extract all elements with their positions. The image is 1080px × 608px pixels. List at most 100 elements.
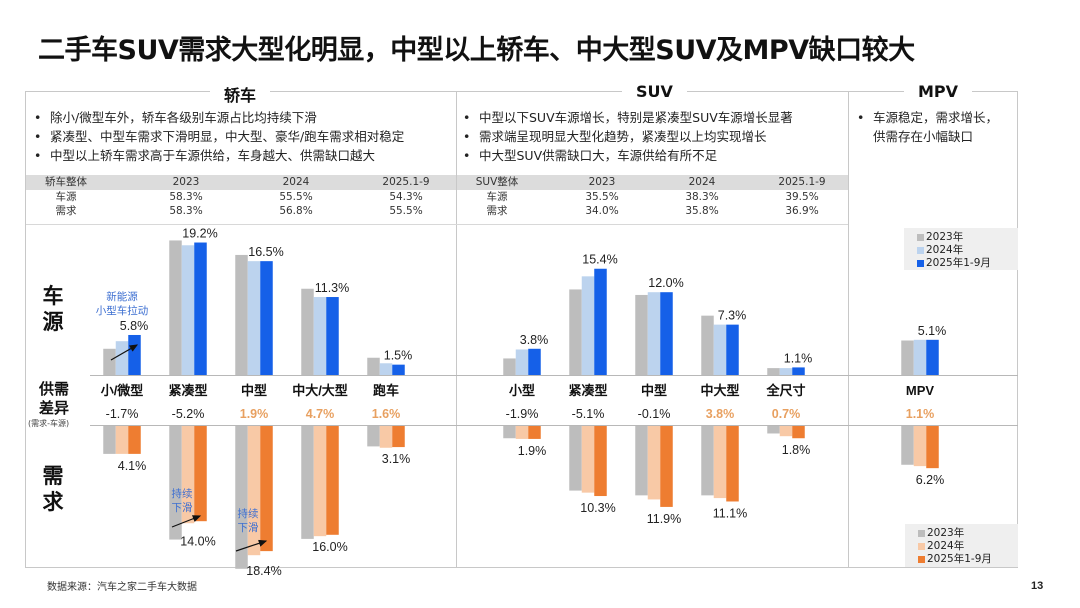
category-label: 中大/大型: [292, 383, 348, 398]
category-label: 小/微型: [101, 383, 144, 398]
demand-bar-2025: [128, 426, 141, 454]
legend-item: 2025年1-9月: [917, 257, 1014, 270]
suv-summary-table: SUV整体 2023 2024 2025.1-9 车源 35.5% 38.3% …: [457, 175, 848, 218]
legend-item: 2024年: [918, 540, 1014, 553]
table-bottom-rule: [26, 224, 848, 225]
supply-data-label: 1.5%: [384, 349, 413, 363]
supply-bar-2024: [647, 292, 661, 375]
bullet-item: • 紧凑型、中型车需求下滑明显，中大型、豪华/跑车需求相对稳定: [34, 129, 405, 144]
demand-bar-2025: [926, 426, 939, 469]
category-label: 中型: [641, 383, 667, 398]
demand-bar-2025: [260, 426, 273, 552]
category-label: 小型: [509, 383, 535, 398]
bullet-item: • 中型以下SUV车源增长，特别是紧凑型SUV车源增长显著: [463, 110, 793, 125]
category-label: MPV: [906, 383, 935, 398]
table-row: 需求 34.0% 35.8% 36.9%: [457, 204, 848, 218]
legend-label: 2023年: [926, 231, 964, 243]
table-header-cell: 2024: [282, 176, 310, 188]
supply-bar-2023: [235, 254, 248, 375]
table-row: 车源 35.5% 38.3% 39.5%: [457, 190, 848, 204]
supply-bar-2023: [901, 340, 914, 375]
table-cell: 58.3%: [169, 205, 203, 217]
gap-value-label: -0.1%: [638, 407, 671, 421]
legend-label: 2024年: [927, 540, 965, 552]
gap-value-label: 1.6%: [372, 407, 401, 421]
annotation-text: 新能源: [106, 290, 138, 303]
legend-swatch-2024: [917, 247, 924, 254]
section-title-sedan: 轿车: [210, 82, 271, 106]
supply-data-label: 3.8%: [520, 333, 549, 347]
supply-bar-2024: [581, 276, 595, 375]
table-header-cell: 2025.1-9: [382, 176, 430, 188]
table-cell: 35.8%: [685, 205, 719, 217]
demand-bar-2025: [660, 426, 673, 507]
demand-bar-2023: [367, 426, 380, 447]
bullet-text: 中型以下SUV车源增长，特别是紧凑型SUV车源增长显著: [479, 110, 793, 125]
table-cell: 58.3%: [169, 191, 203, 203]
gap-value-label: 3.8%: [706, 407, 735, 421]
table-header-cell: 2023: [588, 176, 616, 188]
table-header-cell: 2023: [172, 176, 200, 188]
demand-bar-2024: [313, 426, 327, 537]
demand-bar-2025: [594, 426, 607, 497]
table-row: 车源 58.3% 55.5% 54.3%: [26, 190, 456, 204]
gap-label-line: 供需: [38, 380, 69, 398]
demand-bar-2023: [235, 426, 248, 569]
mpv-bullets: • 车源稳定，需求增长， 供需存在小幅缺口: [857, 108, 998, 146]
table-header-row: SUV整体 2023 2024 2025.1-9: [457, 175, 848, 190]
demand-bar-2024: [379, 426, 393, 448]
demand-bar-2025: [194, 426, 207, 522]
category-label: 紧凑型: [568, 383, 607, 398]
demand-bar-2025: [326, 426, 339, 535]
demand-data-label: 11.9%: [647, 512, 682, 526]
sedan-bullets: • 除小/微型车外，轿车各级别车源占比均持续下滑 • 紧凑型、中型车需求下滑明显，中…: [34, 108, 404, 165]
demand-bar-2023: [301, 426, 314, 539]
demand-data-label: 3.1%: [382, 452, 411, 466]
demand-data-label: 4.1%: [118, 459, 147, 473]
demand-data-label: 14.0%: [180, 535, 215, 549]
legend-label: 2024年: [926, 244, 964, 256]
trend-arrow: [171, 515, 202, 528]
supply-bar-2024: [181, 245, 195, 375]
content-frame: [25, 91, 1018, 568]
demand-bar-2024: [115, 426, 129, 454]
supply-data-label: 5.1%: [918, 324, 947, 338]
legend-swatch-2023: [918, 530, 925, 537]
gap-value-label: 4.7%: [306, 407, 335, 421]
supply-data-label: 16.5%: [248, 245, 283, 259]
table-cell: 车源: [55, 191, 77, 203]
supply-bar-2025: [726, 324, 739, 375]
legend-label: 2025年1-9月: [926, 257, 991, 269]
supply-bar-2025: [926, 339, 939, 375]
demand-bar-2023: [767, 426, 780, 434]
demand-bar-2023: [701, 426, 714, 496]
divider-suv-mpv: [848, 91, 849, 568]
demand-data-label: 1.9%: [518, 444, 547, 458]
table-cell: 车源: [486, 191, 508, 203]
demand-label-char: 需: [42, 464, 64, 488]
demand-bar-2025: [726, 426, 739, 502]
supply-bar-2023: [169, 240, 182, 375]
supply-data-label: 7.3%: [718, 309, 747, 323]
demand-data-label: 10.3%: [580, 501, 615, 515]
gap-row-label: 供需 差异: [36, 380, 72, 418]
supply-bar-2025: [792, 367, 805, 375]
demand-bar-2024: [515, 426, 529, 439]
supply-bar-2024: [379, 363, 393, 375]
category-label: 全尺寸: [765, 383, 805, 398]
supply-bar-2025: [326, 297, 339, 375]
demand-bar-2023: [569, 426, 582, 491]
bullet-text: 供需存在小幅缺口: [873, 129, 974, 144]
demand-bar-2023: [901, 426, 914, 465]
table-cell: 35.5%: [585, 191, 619, 203]
table-cell: 56.8%: [279, 205, 313, 217]
supply-bar-2023: [635, 294, 648, 375]
annotation-text: 持续: [238, 507, 259, 520]
trend-arrow: [110, 344, 139, 361]
legend-swatch-2025: [918, 556, 925, 563]
bullet-text: 除小/微型车外，轿车各级别车源占比均持续下滑: [50, 110, 317, 125]
supply-bar-2024: [713, 324, 727, 375]
demand-bar-2023: [103, 426, 116, 454]
page-title: 二手车SUV需求大型化明显，中型以上轿车、中大型SUV及MPV缺口较大: [38, 35, 915, 66]
data-source-note: 数据来源：汽车之家二手车大数据: [47, 582, 197, 593]
